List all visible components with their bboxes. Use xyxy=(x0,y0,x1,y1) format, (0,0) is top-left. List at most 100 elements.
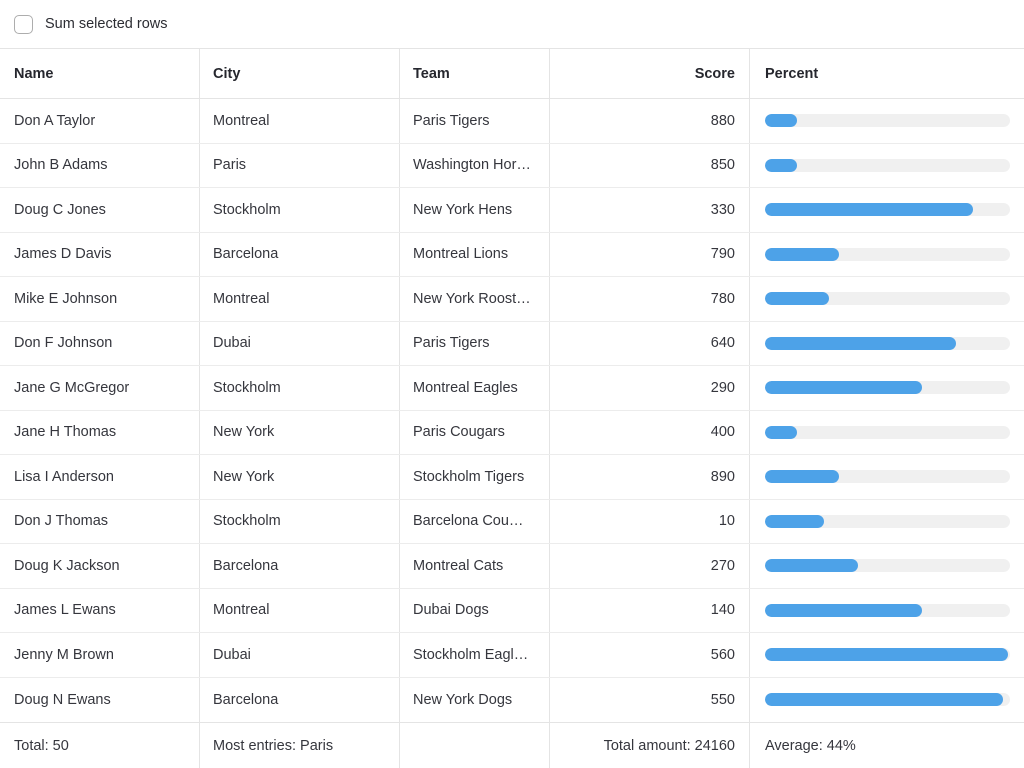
cell-team: New York Roost… xyxy=(400,277,550,321)
cell-score: 550 xyxy=(550,677,750,722)
cell-city: New York xyxy=(200,410,400,454)
percent-bar-track xyxy=(765,514,1010,528)
percent-bar-fill xyxy=(765,158,797,172)
column-header-percent[interactable]: Percent xyxy=(765,65,819,82)
cell-team: Stockholm Eagl… xyxy=(400,633,550,677)
column-header-city[interactable]: City xyxy=(200,49,400,98)
table-row[interactable]: Lisa I Anderson New York Stockholm Tiger… xyxy=(0,455,1024,500)
cell-city: Dubai xyxy=(200,321,400,365)
percent-bar-fill xyxy=(765,470,839,484)
percent-bar-track xyxy=(765,559,1010,573)
cell-team: Montreal Cats xyxy=(400,544,550,588)
cell-team: Paris Tigers xyxy=(400,99,550,143)
cell-name: Jenny M Brown xyxy=(0,633,200,677)
cell-score: 10 xyxy=(550,499,750,543)
cell-name: John B Adams xyxy=(0,143,200,187)
table-row[interactable]: Don J Thomas Stockholm Barcelona Cou… 10 xyxy=(0,499,1024,544)
percent-bar-track xyxy=(765,114,1010,128)
percent-bar-fill xyxy=(765,336,957,350)
percent-bar-track xyxy=(765,425,1010,439)
footer-average: Average: 44% xyxy=(765,738,856,754)
table-row[interactable]: Jenny M Brown Dubai Stockholm Eagl… 560 xyxy=(0,633,1024,678)
cell-score: 880 xyxy=(550,99,750,143)
table-row[interactable]: Doug C Jones Stockholm New York Hens 330 xyxy=(0,188,1024,233)
cell-city: Barcelona xyxy=(200,544,400,588)
percent-bar-track xyxy=(765,247,1010,261)
table-row[interactable]: John B Adams Paris Washington Hor… 850 xyxy=(0,143,1024,188)
percent-bar-track xyxy=(765,603,1010,617)
cell-percent xyxy=(750,188,1024,232)
cell-percent xyxy=(750,544,1024,588)
cell-team: New York Dogs xyxy=(400,677,550,722)
cell-score: 780 xyxy=(550,277,750,321)
cell-score: 790 xyxy=(550,232,750,276)
cell-score: 140 xyxy=(550,588,750,632)
cell-city: New York xyxy=(200,455,400,499)
cell-city: Barcelona xyxy=(200,677,400,722)
cell-name: Mike E Johnson xyxy=(0,277,200,321)
percent-bar-fill xyxy=(765,247,839,261)
table-row[interactable]: Mike E Johnson Montreal New York Roost… … xyxy=(0,277,1024,322)
table-row[interactable]: Don A Taylor Montreal Paris Tigers 880 xyxy=(0,99,1024,144)
cell-city: Stockholm xyxy=(200,366,400,410)
percent-bar-track xyxy=(765,693,1010,707)
table-row[interactable]: Don F Johnson Dubai Paris Tigers 640 xyxy=(0,321,1024,366)
percent-bar-fill xyxy=(765,114,797,128)
table-footer: Total: 50 Most entries: Paris Total amou… xyxy=(0,722,1024,768)
table-row[interactable]: Jane H Thomas New York Paris Cougars 400 xyxy=(0,410,1024,455)
percent-bar-fill xyxy=(765,648,1008,662)
cell-name: Jane H Thomas xyxy=(0,410,200,454)
cell-team: Montreal Lions xyxy=(400,232,550,276)
footer-total: Total: 50 xyxy=(0,723,200,768)
table-body: Don A Taylor Montreal Paris Tigers 880 J… xyxy=(0,99,1024,722)
table-row[interactable]: Doug N Ewans Barcelona New York Dogs 550 xyxy=(0,677,1024,722)
cell-percent xyxy=(750,411,1024,455)
cell-percent xyxy=(750,277,1024,321)
cell-team: Paris Cougars xyxy=(400,410,550,454)
table-row[interactable]: James L Ewans Montreal Dubai Dogs 140 xyxy=(0,588,1024,633)
cell-name: Don F Johnson xyxy=(0,321,200,365)
column-header-team[interactable]: Team xyxy=(400,49,550,98)
percent-bar-track xyxy=(765,648,1010,662)
cell-score: 270 xyxy=(550,544,750,588)
cell-score: 330 xyxy=(550,188,750,232)
cell-team: Montreal Eagles xyxy=(400,366,550,410)
cell-city: Barcelona xyxy=(200,232,400,276)
cell-city: Montreal xyxy=(200,277,400,321)
percent-bar-track xyxy=(765,470,1010,484)
cell-percent xyxy=(750,589,1024,633)
column-header-name[interactable]: Name xyxy=(0,49,200,98)
cell-percent xyxy=(750,233,1024,277)
cell-percent xyxy=(750,500,1024,544)
table-row[interactable]: James D Davis Barcelona Montreal Lions 7… xyxy=(0,232,1024,277)
cell-name: James L Ewans xyxy=(0,588,200,632)
table-header: Name City Team Score Percent xyxy=(0,49,1024,99)
cell-name: Doug K Jackson xyxy=(0,544,200,588)
percent-bar-track xyxy=(765,158,1010,172)
cell-name: Doug C Jones xyxy=(0,188,200,232)
cell-name: James D Davis xyxy=(0,232,200,276)
cell-name: Doug N Ewans xyxy=(0,677,200,722)
percent-bar-fill xyxy=(765,514,824,528)
cell-city: Dubai xyxy=(200,633,400,677)
table-row[interactable]: Jane G McGregor Stockholm Montreal Eagle… xyxy=(0,366,1024,411)
percent-bar-fill xyxy=(765,693,1003,707)
percent-bar-fill xyxy=(765,425,797,439)
cell-score: 290 xyxy=(550,366,750,410)
toolbar: Sum selected rows xyxy=(0,0,1024,49)
cell-name: Don A Taylor xyxy=(0,99,200,143)
cell-city: Montreal xyxy=(200,99,400,143)
cell-city: Montreal xyxy=(200,588,400,632)
cell-score: 850 xyxy=(550,143,750,187)
cell-city: Stockholm xyxy=(200,499,400,543)
percent-bar-track xyxy=(765,203,1010,217)
cell-percent xyxy=(750,322,1024,366)
cell-name: Don J Thomas xyxy=(0,499,200,543)
footer-team xyxy=(400,723,550,768)
cell-name: Lisa I Anderson xyxy=(0,455,200,499)
column-header-score[interactable]: Score xyxy=(550,49,750,98)
table-row[interactable]: Doug K Jackson Barcelona Montreal Cats 2… xyxy=(0,544,1024,589)
sum-selected-checkbox[interactable] xyxy=(14,14,33,34)
cell-percent xyxy=(750,633,1024,677)
cell-team: Washington Hor… xyxy=(400,143,550,187)
